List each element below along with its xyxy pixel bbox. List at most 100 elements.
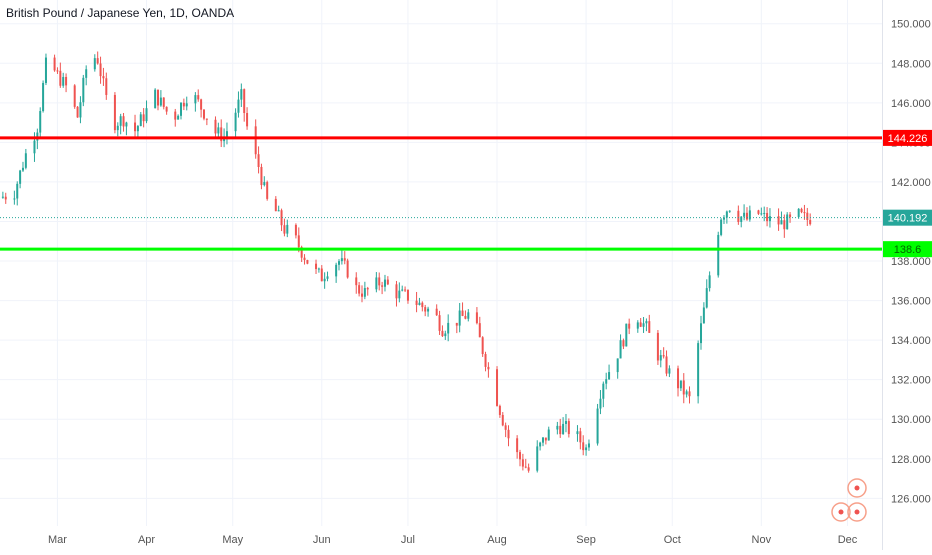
candle-down (504, 425, 507, 430)
candle-down (96, 58, 99, 64)
candle-up (24, 153, 27, 168)
candle-up (596, 408, 599, 444)
candle-up (136, 126, 139, 132)
candle-up (383, 279, 386, 287)
candle-down (424, 307, 427, 312)
candle-up (705, 288, 708, 308)
candle-down (366, 288, 369, 290)
candle-down (343, 258, 346, 261)
candle-down (162, 97, 165, 107)
candle-down (441, 330, 444, 337)
candle-up (277, 210, 280, 212)
candle-down (56, 70, 59, 72)
candle-down (435, 308, 438, 316)
candle-up (625, 323, 628, 347)
candle-down (53, 57, 56, 71)
tradingview-logo-icon (831, 478, 867, 522)
candle-up (797, 208, 800, 217)
candle-down (406, 289, 409, 301)
candle-down (157, 89, 160, 106)
candle-down (567, 421, 570, 435)
horizontal-lines[interactable] (0, 136, 882, 251)
candle-down (415, 300, 418, 305)
candle-down (105, 78, 108, 95)
candle-down (214, 119, 217, 134)
candle-up (685, 391, 688, 395)
candle-up (763, 212, 766, 214)
candle-down (174, 111, 177, 120)
candle-down (315, 263, 318, 270)
candle-up (576, 431, 579, 435)
candle-up (33, 140, 36, 154)
candle-down (358, 285, 361, 294)
candle-down (665, 356, 668, 374)
time-tick-label: Mar (48, 534, 67, 546)
candle-up (786, 214, 789, 230)
price-tick-label: 136.000 (891, 296, 931, 308)
price-tick-label: 146.000 (891, 98, 931, 110)
candle-down (266, 182, 269, 199)
price-tick-label: 142.000 (891, 177, 931, 189)
candle-up (748, 210, 751, 220)
candle-up (237, 99, 240, 113)
candle-down (113, 94, 116, 131)
last-price-badge-label: 140.192 (888, 213, 928, 225)
candle-up (556, 425, 559, 430)
candle-down (628, 323, 631, 329)
candle-up (642, 323, 645, 327)
candle-down (524, 466, 527, 468)
price-tick-label: 138.000 (891, 256, 931, 268)
candle-up (335, 264, 338, 277)
candle-down (516, 438, 519, 453)
candle-down (99, 63, 102, 77)
candle-down (455, 322, 458, 326)
candle-up (326, 276, 329, 279)
price-axis[interactable]: 126.000 128.000 130.000 132.000 134.000 136.0… (891, 19, 931, 506)
candle-up (541, 437, 544, 443)
time-axis[interactable]: Mar Apr May Jun Jul Aug Sep Oct Nov Dec (48, 534, 858, 546)
candle-down (662, 355, 665, 357)
candle-up (699, 323, 703, 344)
time-tick-label: Jun (313, 534, 331, 546)
candle-down (200, 99, 203, 110)
candle-up (564, 421, 567, 424)
candle-down (246, 113, 249, 127)
candle-up (636, 322, 639, 329)
candle-up (608, 372, 611, 380)
candle-down (461, 310, 464, 316)
candle-up (668, 368, 671, 374)
time-tick-label: Aug (487, 534, 507, 546)
candle-up (42, 82, 45, 112)
candle-up (79, 102, 82, 118)
candle-down (789, 214, 792, 217)
last-price-badge (883, 209, 932, 226)
candle-up (547, 429, 550, 441)
candle-down (622, 340, 625, 347)
candle-down (202, 109, 205, 119)
candle-down (688, 391, 691, 397)
candle-up (194, 95, 197, 104)
candle-up (317, 268, 320, 270)
candle-up (338, 261, 341, 265)
candle-up (125, 122, 128, 127)
candle-down (303, 257, 306, 261)
candle-up (743, 212, 746, 217)
candle-down (395, 284, 398, 299)
candle-down (220, 127, 223, 142)
candle-up (444, 333, 447, 337)
resistance-badge-label: 144.226 (888, 133, 928, 145)
candle-down (102, 76, 105, 79)
price-tick-label: 134.000 (891, 335, 931, 347)
candle-up (728, 210, 731, 212)
candle-down (484, 354, 487, 367)
price-tick-label: 128.000 (891, 454, 931, 466)
candle-down (527, 467, 530, 471)
candle-up (722, 217, 725, 220)
candle-down (639, 322, 642, 327)
candle-down (579, 431, 582, 443)
candle-down (197, 95, 200, 100)
candle-up (616, 358, 619, 373)
candle-down (803, 212, 806, 214)
